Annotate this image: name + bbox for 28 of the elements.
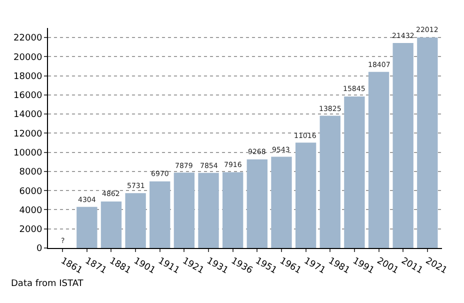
y-tick-label: 14000 (14, 110, 42, 120)
y-tick-label: 18000 (14, 72, 42, 82)
bar (344, 96, 365, 248)
bar (320, 116, 340, 248)
bar (125, 193, 146, 248)
bar (417, 37, 438, 248)
y-tick-label: 12000 (14, 129, 42, 140)
bar (392, 43, 414, 248)
y-tick-label: 8000 (19, 168, 42, 178)
bar (76, 206, 98, 248)
bar (271, 156, 292, 248)
y-tick-label: 16000 (14, 91, 42, 102)
y-tick-label: 0 (36, 244, 42, 254)
bar (222, 172, 244, 248)
bar (174, 172, 195, 248)
y-tick-label: 2000 (19, 225, 42, 236)
bar (198, 172, 219, 248)
bar (100, 201, 122, 248)
bar (295, 142, 316, 248)
bar (246, 159, 268, 248)
text: Data from ISTAT (11, 279, 84, 289)
bar (150, 181, 170, 248)
bar (368, 72, 390, 248)
y-tick-label: 6000 (19, 186, 42, 197)
y-tick-label: 4000 (19, 206, 42, 216)
y-tick-label: 22000 (14, 34, 42, 44)
y-tick-label: 10000 (14, 148, 42, 158)
y-tick-label: 20000 (14, 52, 42, 63)
